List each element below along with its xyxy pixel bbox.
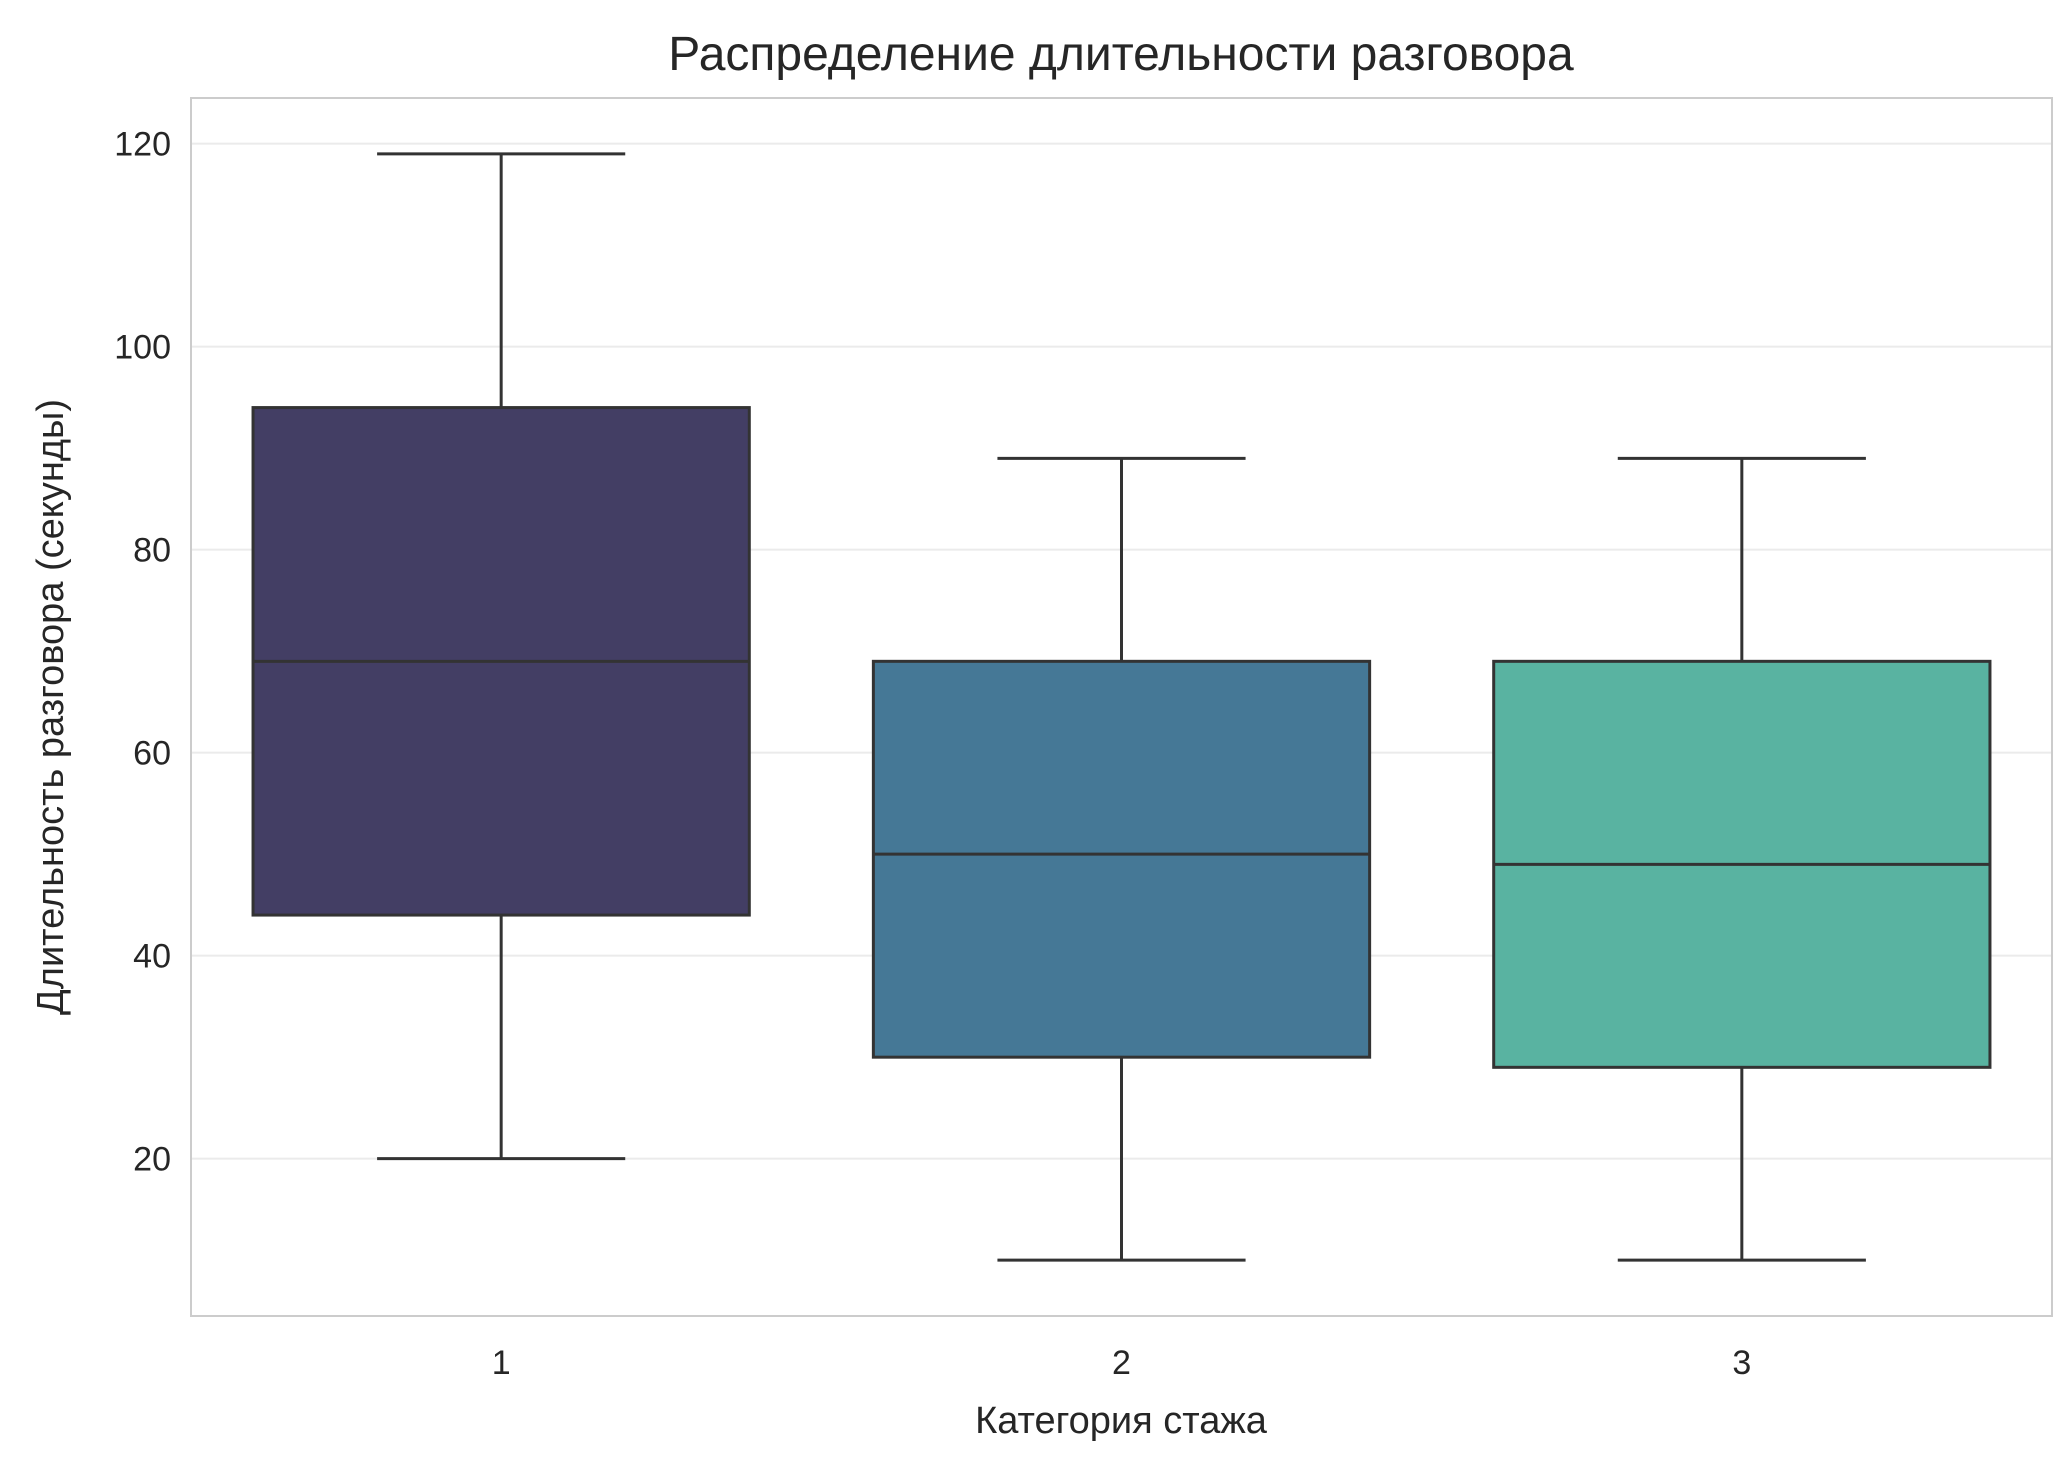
chart-title: Распределение длительности разговора	[668, 28, 1574, 81]
y-axis-label: Длительность разговора (секунды)	[30, 399, 72, 1015]
plot-frame	[190, 97, 2053, 1317]
box-group-2	[871, 456, 1372, 1262]
x-axis-label: Категория стажа	[975, 1400, 1268, 1442]
y-tick-label-60: 60	[133, 735, 171, 773]
y-tick-label-40: 40	[133, 938, 171, 976]
box-2	[871, 659, 1372, 1059]
y-tick-label-20: 20	[133, 1141, 171, 1179]
y-tick-label-100: 100	[114, 329, 171, 367]
box-group-3	[1492, 456, 1992, 1262]
tick-layer: 20 40 60 80 100 120 1 2 3	[114, 126, 1751, 1382]
y-tick-label-80: 80	[133, 532, 171, 570]
box-group-1	[251, 152, 751, 1161]
x-tick-label-1: 1	[492, 1344, 511, 1382]
box-layer	[251, 152, 1992, 1262]
x-tick-label-2: 2	[1112, 1344, 1131, 1382]
y-tick-label-120: 120	[114, 126, 171, 164]
x-tick-label-3: 3	[1732, 1344, 1751, 1382]
